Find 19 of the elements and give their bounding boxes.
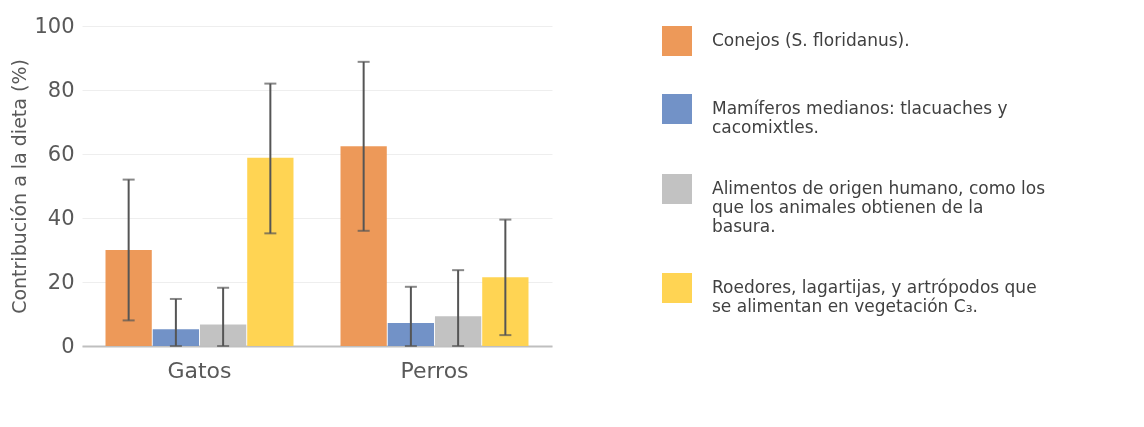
- bar: [247, 157, 294, 346]
- y-tick-label: 20: [47, 269, 75, 294]
- x-tick-label: Gatos: [167, 357, 232, 383]
- bar: [340, 146, 387, 346]
- y-tick-label: 0: [61, 333, 75, 358]
- bar: [105, 250, 152, 346]
- y-axis-title: Contribución a la dieta (%): [8, 59, 31, 314]
- y-tick-label: 100: [34, 13, 75, 38]
- bar: [152, 329, 200, 346]
- legend-label: Mamíferos medianos: tlacuaches y cacomixtles.: [712, 98, 1008, 137]
- y-tick-label: 40: [47, 205, 75, 230]
- y-tick-label: 80: [47, 77, 75, 102]
- y-tick-label: 60: [47, 141, 75, 166]
- legend-label: Roedores, lagartijas, y artrópodos que se alimentan en vegetación C₃.: [712, 277, 1037, 316]
- x-tick-label: Perros: [400, 357, 469, 383]
- bar: [387, 322, 435, 346]
- bar: [482, 277, 529, 346]
- legend-label: Alimentos de origen humano, como los que los animales obtienen de la basura.: [712, 178, 1046, 236]
- legend-label: Conejos (S. floridanus).: [712, 30, 910, 50]
